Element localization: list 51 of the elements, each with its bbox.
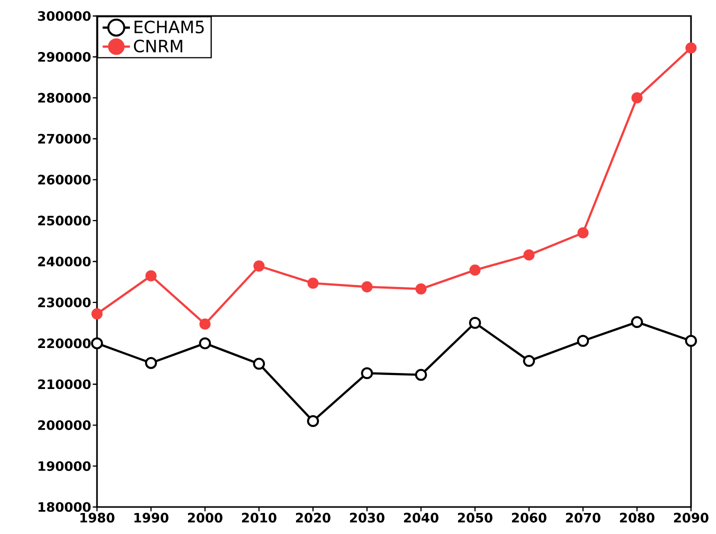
- point: [199, 318, 211, 330]
- point: [577, 227, 589, 238]
- y-tick-label: 290000: [38, 52, 91, 62]
- x-tick-label: 2080: [620, 512, 654, 523]
- point: [685, 42, 697, 54]
- x-tick-label: 1980: [80, 512, 114, 523]
- point: [145, 270, 157, 282]
- x-tick-label: 2020: [296, 512, 330, 523]
- point: [361, 367, 373, 380]
- point: [199, 337, 211, 350]
- y-tick-label: 190000: [38, 461, 91, 471]
- point: [415, 283, 427, 294]
- x-tick-label: 2070: [566, 512, 600, 523]
- point: [307, 415, 319, 428]
- y-tick-label: 280000: [38, 92, 91, 103]
- x-tick-label: 1990: [134, 512, 168, 523]
- point: [469, 316, 481, 329]
- point: [145, 356, 157, 369]
- x-tick-label: 2030: [350, 512, 384, 523]
- point: [469, 264, 481, 276]
- point: [415, 368, 427, 381]
- point: [253, 358, 265, 370]
- point: [631, 316, 643, 328]
- legend-label: ECHAM5: [134, 20, 204, 34]
- point: [631, 92, 643, 104]
- y-tick-label: 260000: [38, 174, 91, 185]
- point: [523, 249, 535, 261]
- x-tick-label: 2090: [674, 512, 708, 523]
- y-tick-label: 210000: [38, 379, 91, 390]
- point: [91, 337, 103, 350]
- y-tick-label: 230000: [38, 298, 91, 308]
- x-tick-label: 2010: [242, 512, 276, 523]
- x-tick-label: 2040: [404, 512, 438, 523]
- y-tick-label: 300000: [38, 11, 91, 21]
- point: [577, 334, 589, 347]
- y-tick-label: 250000: [38, 216, 91, 226]
- point: [91, 308, 103, 320]
- y-tick-label: 220000: [38, 338, 91, 348]
- point: [685, 334, 697, 347]
- x-tick-label: 2060: [512, 512, 546, 523]
- y-tick-label: 180000: [38, 502, 91, 512]
- x-tick-label: 2000: [188, 512, 222, 523]
- point: [307, 278, 319, 289]
- legend-label: CNRM: [134, 40, 182, 52]
- point: [523, 354, 535, 367]
- point: [253, 260, 265, 272]
- point: [361, 281, 373, 292]
- x-tick-label: 2050: [458, 512, 492, 523]
- y-tick-label: 240000: [38, 256, 91, 266]
- y-tick-label: 270000: [38, 134, 91, 144]
- y-tick-label: 200000: [38, 420, 91, 430]
